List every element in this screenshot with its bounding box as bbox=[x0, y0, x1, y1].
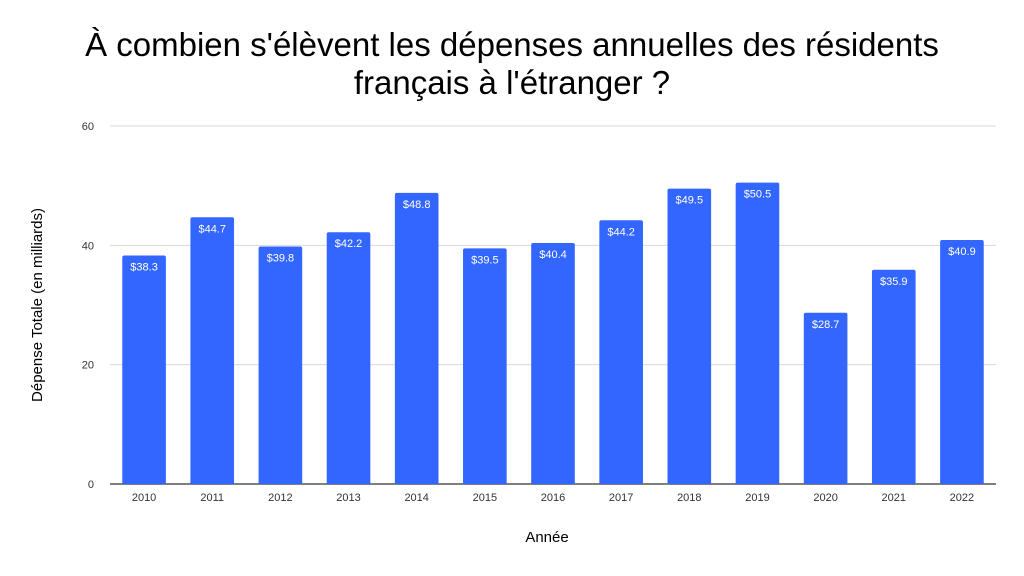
bar-2013 bbox=[326, 232, 371, 484]
data-label-2010: $38.3 bbox=[130, 261, 158, 273]
bar-2018 bbox=[667, 188, 712, 484]
data-label-2013: $42.2 bbox=[335, 238, 363, 250]
x-tick-label-2013: 2013 bbox=[336, 492, 360, 504]
x-tick-label-2022: 2022 bbox=[950, 492, 974, 504]
x-tick-label-2018: 2018 bbox=[677, 492, 701, 504]
data-label-2017: $44.2 bbox=[607, 226, 635, 238]
data-label-2020: $28.7 bbox=[812, 319, 840, 331]
x-tick-label-2010: 2010 bbox=[132, 492, 156, 504]
x-tick-label-2020: 2020 bbox=[813, 492, 837, 504]
data-label-2014: $48.8 bbox=[403, 199, 431, 211]
chart-title-line-2: français à l'étranger ? bbox=[353, 64, 671, 101]
bar-2019 bbox=[735, 182, 780, 484]
data-label-2021: $35.9 bbox=[880, 276, 908, 288]
chart-title-line-1: À combien s'élèvent les dépenses annuell… bbox=[85, 26, 939, 63]
y-tick-label: 0 bbox=[88, 479, 94, 491]
bar-2020 bbox=[803, 312, 848, 484]
bar-2016 bbox=[531, 242, 575, 484]
x-axis-ticks: 2010 2011 2012 2013 2014 2015 2016 2017 2018 2019… bbox=[132, 492, 974, 504]
data-label-2022: $40.9 bbox=[948, 246, 976, 258]
data-label-2018: $49.5 bbox=[676, 195, 704, 207]
bar-2011 bbox=[190, 217, 235, 485]
chart-title: À combien s'élèvent les dépenses annuell… bbox=[0, 26, 1024, 102]
x-tick-label-2015: 2015 bbox=[473, 492, 497, 504]
x-tick-label-2012: 2012 bbox=[268, 492, 292, 504]
x-tick-label-2011: 2011 bbox=[200, 492, 224, 504]
data-label-2015: $39.5 bbox=[471, 254, 499, 266]
bar-2021 bbox=[871, 269, 916, 484]
y-tick-label: 40 bbox=[82, 240, 94, 252]
y-tick-label: 20 bbox=[82, 360, 94, 372]
data-label-2012: $39.8 bbox=[267, 253, 295, 265]
bars bbox=[122, 182, 984, 485]
x-tick-label-2014: 2014 bbox=[404, 492, 428, 504]
bar-2015 bbox=[463, 248, 507, 484]
data-labels: $38.3 $44.7 $39.8 $42.2 $48.8 $39.5 $40.4 $44.2… bbox=[130, 189, 975, 331]
bar-2010 bbox=[122, 255, 166, 484]
y-tick-label: 60 bbox=[82, 121, 94, 133]
data-label-2016: $40.4 bbox=[539, 249, 567, 261]
bar-2017 bbox=[599, 220, 643, 485]
x-tick-label-2017: 2017 bbox=[609, 492, 633, 504]
data-label-2019: $50.5 bbox=[744, 189, 772, 201]
bar-2012 bbox=[258, 246, 303, 484]
x-tick-label-2019: 2019 bbox=[745, 492, 769, 504]
bar-2014 bbox=[394, 192, 439, 484]
x-axis-title: Année bbox=[525, 529, 568, 546]
bar-2022 bbox=[940, 239, 984, 484]
y-axis-title: Dépense Totale (en milliards) bbox=[29, 208, 46, 402]
data-label-2011: $44.7 bbox=[198, 223, 226, 235]
y-axis-ticks: 0 20 40 60 bbox=[82, 121, 94, 491]
x-tick-label-2016: 2016 bbox=[541, 492, 565, 504]
x-tick-label-2021: 2021 bbox=[882, 492, 906, 504]
